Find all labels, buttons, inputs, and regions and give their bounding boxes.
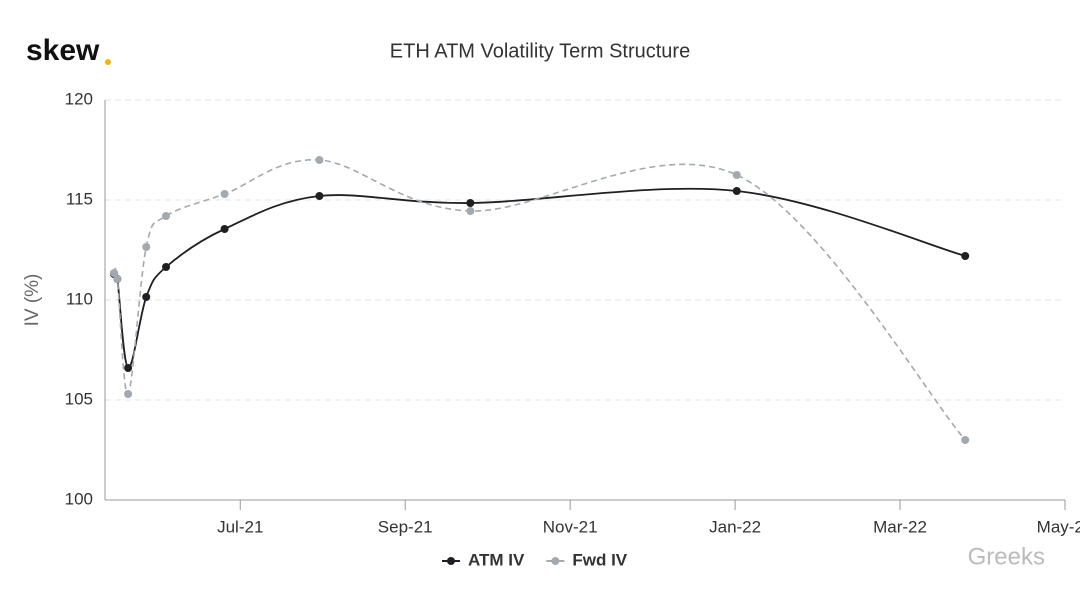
data-point: [466, 207, 475, 215]
x-tick-label: Sep-21: [378, 517, 433, 536]
legend-label: ATM IV: [468, 550, 525, 569]
y-tick-label: 110: [66, 289, 93, 308]
data-point: [732, 171, 741, 179]
series-line: [113, 187, 966, 369]
legend-marker: [447, 557, 455, 565]
data-point: [142, 293, 151, 301]
data-point: [162, 212, 171, 220]
data-point: [315, 192, 324, 200]
x-tick-label: Nov-21: [543, 517, 598, 536]
data-point: [162, 263, 171, 271]
x-tick-label: Mar-22: [873, 517, 927, 536]
data-point: [220, 190, 229, 198]
y-tick-label: 115: [66, 189, 93, 208]
data-point: [124, 364, 133, 372]
y-tick-label: 100: [65, 489, 93, 508]
chart-title: ETH ATM Volatility Term Structure: [390, 40, 690, 62]
legend-marker: [551, 557, 560, 565]
y-tick-label: 105: [65, 389, 93, 408]
legend-label: Fwd IV: [572, 550, 627, 569]
data-point: [110, 269, 119, 277]
y-tick-label: 120: [65, 89, 93, 108]
series-line: [113, 159, 966, 441]
data-point: [220, 225, 229, 233]
data-point: [961, 436, 970, 444]
y-axis-label: IV (%): [22, 274, 43, 327]
watermark: Greeks: [968, 543, 1045, 570]
data-point: [124, 390, 133, 398]
logo: skew: [26, 34, 100, 67]
data-point: [142, 243, 151, 251]
data-point: [315, 156, 324, 164]
data-point: [113, 275, 122, 283]
data-point: [732, 187, 741, 195]
data-point: [466, 199, 475, 207]
logo-dot: [105, 59, 111, 65]
x-tick-label: May-22: [1037, 517, 1080, 536]
x-tick-label: Jul-21: [217, 517, 263, 536]
data-point: [961, 252, 970, 260]
x-tick-label: Jan-22: [709, 517, 761, 536]
